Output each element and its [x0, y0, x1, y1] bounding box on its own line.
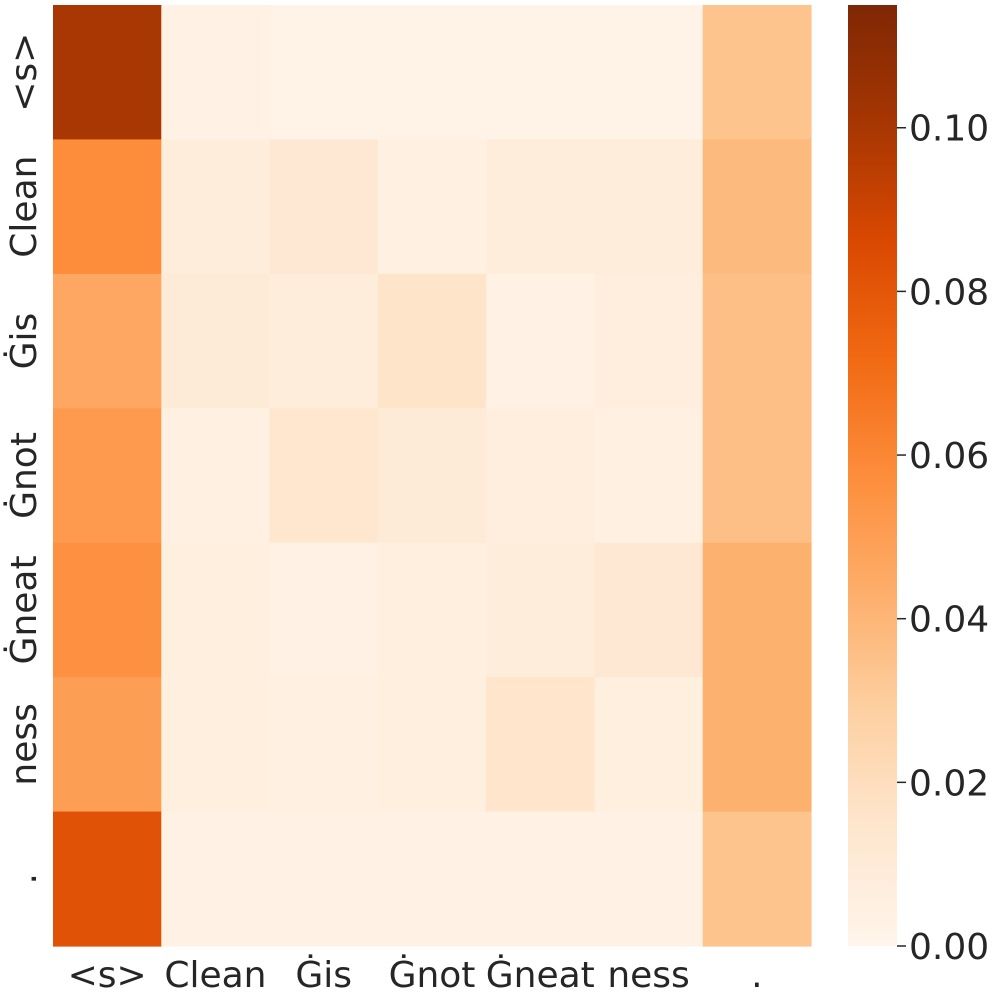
- heatmap-cell: [53, 408, 162, 544]
- y-tick-label: .: [4, 873, 45, 884]
- heatmap-cell: [486, 139, 596, 275]
- heatmap-cell: [702, 542, 812, 678]
- heatmap-cell: [486, 677, 596, 813]
- heatmap-cell: [594, 139, 704, 275]
- colorbar-tick-label: 0.06: [909, 436, 989, 477]
- heatmap-cell: [594, 677, 704, 813]
- x-tick-labels: <s> Clean Ġis Ġnot Ġneat ness.: [68, 954, 763, 996]
- heatmap-cell: [702, 273, 812, 409]
- x-tick-label: <s>: [68, 955, 147, 996]
- heatmap-cell: [377, 677, 487, 813]
- colorbar-tick-label: 0.02: [909, 763, 989, 804]
- heatmap-cell: [269, 677, 379, 813]
- heatmap-cell: [377, 408, 487, 544]
- y-tick-label: ness: [4, 703, 45, 785]
- heatmap-cell: [161, 5, 271, 141]
- x-tick-label: ness: [607, 955, 689, 996]
- heatmap-cell: [377, 542, 487, 678]
- colorbar-tick-label: 0.10: [909, 109, 989, 150]
- colorbar-tick-label: 0.04: [909, 600, 989, 641]
- colorbar: 0.00 0.02 0.04 0.06 0.08 0.10: [848, 5, 989, 968]
- heatmap-cell: [486, 5, 596, 141]
- heatmap-cell: [53, 677, 162, 813]
- x-tick-label: Ġnot: [389, 954, 476, 996]
- heatmap-cell: [269, 542, 379, 678]
- heatmap-cell: [161, 542, 271, 678]
- y-tick-label: <s>: [4, 33, 45, 112]
- heatmap-cell: [269, 5, 379, 141]
- x-tick-label: Ġis: [295, 954, 352, 996]
- x-tick-label: Ġneat: [486, 954, 595, 996]
- heatmap-cell: [594, 811, 704, 947]
- colorbar-tick-label: 0.08: [909, 272, 989, 313]
- heatmap-cell: [269, 408, 379, 544]
- heatmap-cell: [269, 139, 379, 275]
- heatmap-cell: [594, 542, 704, 678]
- heatmap-cell: [377, 139, 487, 275]
- heatmap-cell: [161, 408, 271, 544]
- colorbar-gradient: [848, 5, 897, 946]
- heatmap-cell: [594, 408, 704, 544]
- y-tick-label: Ġis: [3, 313, 45, 370]
- heatmap-cell: [702, 5, 812, 141]
- heatmap-cell: [53, 139, 162, 275]
- heatmap-cell: [594, 5, 704, 141]
- heatmap-cell: [53, 811, 162, 947]
- heatmap-cell: [53, 273, 162, 409]
- heatmap-cells: [53, 5, 812, 947]
- heatmap-cell: [377, 273, 487, 409]
- heatmap-cell: [486, 273, 596, 409]
- heatmap-cell: [269, 273, 379, 409]
- heatmap-cell: [161, 811, 271, 947]
- heatmap-cell: [702, 811, 812, 947]
- heatmap-cell: [269, 811, 379, 947]
- x-tick-label: Clean: [164, 955, 266, 996]
- heatmap-cell: [594, 273, 704, 409]
- heatmap-cell: [486, 408, 596, 544]
- heatmap-cell: [53, 542, 162, 678]
- y-tick-label: Ġnot: [3, 432, 45, 519]
- y-tick-label: Clean: [4, 156, 45, 258]
- heatmap-cell: [161, 273, 271, 409]
- heatmap-cell: [53, 5, 162, 141]
- heatmap-cell: [161, 139, 271, 275]
- heatmap-cell: [161, 677, 271, 813]
- colorbar-tick-label: 0.00: [909, 927, 989, 968]
- y-tick-label: Ġneat: [3, 555, 45, 664]
- heatmap-cell: [702, 139, 812, 275]
- heatmap-cell: [702, 408, 812, 544]
- colorbar-ticks: 0.00 0.02 0.04 0.06 0.08 0.10: [897, 109, 989, 968]
- heatmap-cell: [377, 811, 487, 947]
- heatmap-cell: [486, 811, 596, 947]
- heatmap-cell: [486, 542, 596, 678]
- heatmap-cell: [702, 677, 812, 813]
- y-tick-labels: <s> Clean Ġis Ġnot Ġneat ness.: [3, 33, 45, 885]
- x-tick-label: .: [751, 955, 762, 996]
- heatmap-cell: [377, 5, 487, 141]
